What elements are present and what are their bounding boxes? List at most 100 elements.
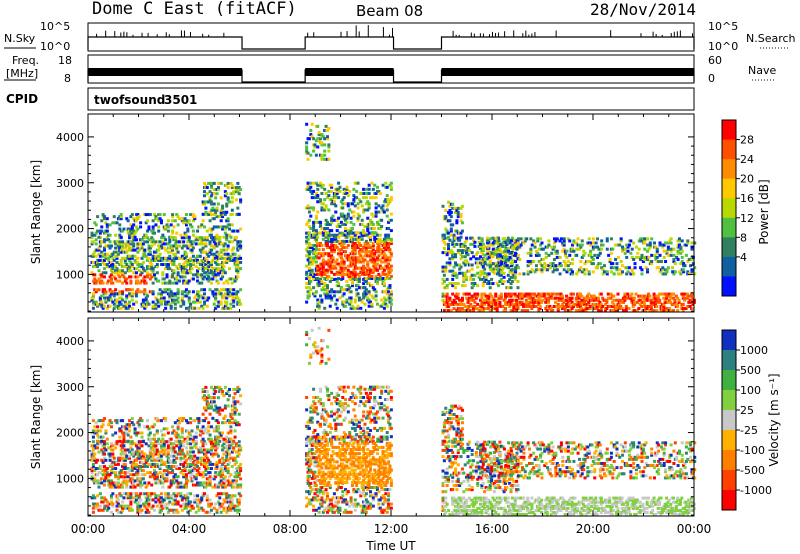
power-echo xyxy=(601,272,605,276)
power-echo xyxy=(512,307,516,311)
power-echo xyxy=(222,210,226,214)
power-echo xyxy=(313,231,317,235)
power-echo xyxy=(670,302,674,306)
power-echo xyxy=(575,272,579,276)
power-echo xyxy=(569,249,573,253)
velocity-echo xyxy=(151,504,155,508)
power-echo xyxy=(118,244,122,248)
power-echo xyxy=(627,243,631,247)
velocity-echo xyxy=(158,500,162,504)
power-echo xyxy=(200,236,204,240)
power-echo xyxy=(620,307,624,311)
velocity-echo xyxy=(218,502,222,506)
power-echo xyxy=(495,298,499,302)
power-echo xyxy=(321,270,325,274)
power-echo xyxy=(655,309,659,313)
power-echo xyxy=(529,249,533,253)
power-echo xyxy=(389,212,393,216)
power-echo xyxy=(309,279,313,283)
power-echo xyxy=(175,275,179,279)
power-echo xyxy=(460,307,464,311)
power-echo xyxy=(611,262,615,266)
power-echo xyxy=(492,267,496,271)
power-echo xyxy=(182,244,186,248)
power-echo xyxy=(507,257,511,261)
power-echo xyxy=(530,307,534,311)
velocity-echo xyxy=(132,473,136,477)
power-echo xyxy=(650,253,654,257)
power-echo xyxy=(547,253,551,257)
velocity-echo xyxy=(207,502,211,506)
power-echo xyxy=(236,258,240,262)
power-echo xyxy=(537,268,541,272)
power-echo xyxy=(136,279,140,283)
power-echo xyxy=(442,246,446,250)
power-echo xyxy=(328,304,332,308)
power-echo xyxy=(134,271,138,275)
power-echo xyxy=(584,304,588,308)
velocity-echo xyxy=(96,442,100,446)
velocity-echo xyxy=(98,442,102,446)
power-echo xyxy=(321,254,325,258)
power-echo xyxy=(593,253,597,257)
power-echo xyxy=(381,277,385,280)
velocity-echo xyxy=(121,485,125,489)
power-echo xyxy=(129,279,133,283)
velocity-echo xyxy=(136,469,140,473)
power-echo xyxy=(323,262,327,266)
velocity-echo xyxy=(93,456,97,460)
power-echo xyxy=(540,270,544,274)
power-echo xyxy=(516,279,520,283)
power-echo xyxy=(650,262,654,266)
power-echo xyxy=(307,231,311,235)
power-echo xyxy=(348,277,352,280)
velocity-echo xyxy=(109,462,113,466)
power-echo xyxy=(204,263,208,267)
power-echo xyxy=(215,238,219,242)
power-echo xyxy=(208,271,212,275)
velocity-echo xyxy=(109,494,113,498)
power-echo xyxy=(562,300,566,304)
power-echo xyxy=(115,260,119,264)
power-echo xyxy=(218,290,222,294)
power-echo xyxy=(306,250,310,254)
power-echo xyxy=(520,294,524,298)
power-echo xyxy=(186,263,190,267)
power-echo xyxy=(193,215,197,219)
power-echo xyxy=(337,216,341,220)
power-echo xyxy=(449,302,453,306)
power-echo xyxy=(320,272,324,276)
power-echo xyxy=(151,281,155,285)
power-echo xyxy=(327,126,331,130)
power-echo xyxy=(327,258,331,262)
power-echo xyxy=(176,273,180,277)
power-echo xyxy=(325,222,329,226)
power-echo xyxy=(458,309,462,313)
power-echo xyxy=(389,198,393,202)
velocity-echo xyxy=(128,450,132,454)
power-echo xyxy=(643,247,647,251)
velocity-echo xyxy=(114,462,118,466)
velocity-echo xyxy=(144,510,148,514)
power-echo xyxy=(503,261,507,265)
power-echo xyxy=(652,309,656,313)
power-echo xyxy=(501,257,505,261)
power-echo xyxy=(338,268,342,272)
power-echo xyxy=(467,249,471,253)
power-echo xyxy=(489,268,493,272)
power-echo xyxy=(332,290,336,294)
power-echo xyxy=(178,217,182,221)
power-echo xyxy=(307,282,311,286)
power-echo xyxy=(237,192,241,196)
power-ylabel: Slant Range [km] xyxy=(29,160,43,264)
power-echo xyxy=(168,254,172,258)
power-echo xyxy=(476,294,480,298)
power-echo xyxy=(455,242,459,246)
power-echo xyxy=(564,251,568,255)
power-echo xyxy=(560,302,564,306)
power-echo xyxy=(321,248,325,252)
power-echo xyxy=(115,267,119,271)
power-echo xyxy=(642,294,646,298)
power-echo xyxy=(140,246,144,250)
power-echo xyxy=(451,202,455,206)
